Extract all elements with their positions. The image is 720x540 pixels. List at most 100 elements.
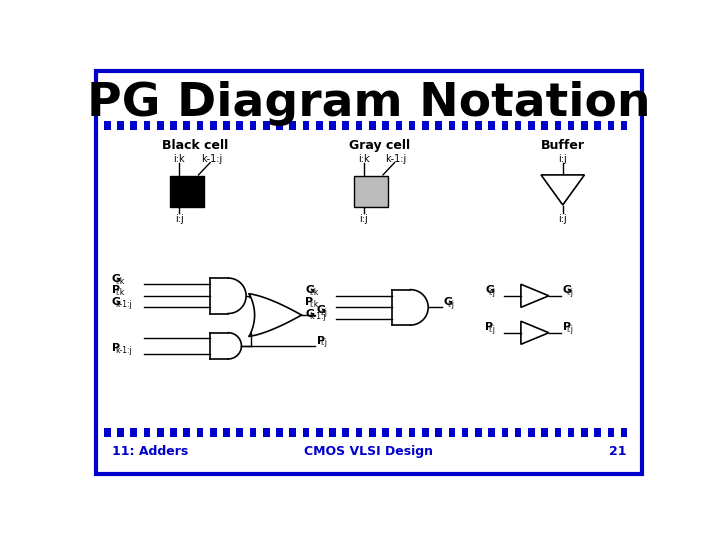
Bar xyxy=(137,121,144,130)
Bar xyxy=(343,121,349,130)
Bar xyxy=(409,428,415,437)
Bar xyxy=(117,121,124,130)
Text: i:k: i:k xyxy=(358,154,369,164)
Bar xyxy=(302,121,310,130)
Text: P: P xyxy=(317,335,325,346)
Text: i:k: i:k xyxy=(115,277,125,286)
Bar xyxy=(449,121,455,130)
Text: P: P xyxy=(485,322,493,333)
Text: k-1:j: k-1:j xyxy=(385,154,407,164)
Text: Buffer: Buffer xyxy=(541,139,585,152)
Text: i:k: i:k xyxy=(309,300,318,309)
Bar xyxy=(349,121,356,130)
Bar xyxy=(475,121,482,130)
Bar xyxy=(263,121,269,130)
Text: k-1:j: k-1:j xyxy=(115,300,132,309)
Bar xyxy=(230,121,236,130)
Bar xyxy=(362,428,369,437)
Text: PG Diagram Notation: PG Diagram Notation xyxy=(87,81,651,126)
Bar xyxy=(256,121,263,130)
Bar xyxy=(502,121,508,130)
Text: G: G xyxy=(563,286,572,295)
Text: G: G xyxy=(305,286,315,295)
Text: Black cell: Black cell xyxy=(161,139,228,152)
Text: Gray cell: Gray cell xyxy=(348,139,410,152)
Bar xyxy=(177,428,184,437)
Bar xyxy=(376,121,382,130)
Bar xyxy=(455,428,462,437)
Text: i:j: i:j xyxy=(489,288,495,298)
Text: k-1:j: k-1:j xyxy=(115,346,132,355)
Text: G: G xyxy=(112,274,121,284)
Bar xyxy=(302,428,310,437)
Bar xyxy=(541,121,548,130)
Bar xyxy=(197,428,203,437)
Polygon shape xyxy=(521,321,549,345)
Bar xyxy=(508,428,515,437)
Bar xyxy=(184,121,190,130)
Text: i:j: i:j xyxy=(566,326,573,334)
Bar xyxy=(269,428,276,437)
Bar xyxy=(389,428,395,437)
Bar xyxy=(382,121,389,130)
Text: i:j: i:j xyxy=(559,214,567,224)
Bar xyxy=(488,428,495,437)
Text: i:j: i:j xyxy=(566,288,573,298)
Bar xyxy=(627,121,634,130)
Bar xyxy=(436,121,442,130)
Bar xyxy=(469,121,475,130)
Text: 11: Adders: 11: Adders xyxy=(112,445,188,458)
Bar xyxy=(329,428,336,437)
Text: i:j: i:j xyxy=(175,214,184,224)
Bar xyxy=(203,428,210,437)
Bar xyxy=(515,121,521,130)
Bar xyxy=(362,121,369,130)
Bar xyxy=(130,428,137,437)
Bar xyxy=(289,428,296,437)
Bar xyxy=(104,428,111,437)
Text: CMOS VLSI Design: CMOS VLSI Design xyxy=(305,445,433,458)
Bar xyxy=(395,121,402,130)
Bar xyxy=(415,428,422,437)
Bar xyxy=(210,121,217,130)
Bar xyxy=(243,121,250,130)
Bar xyxy=(422,428,428,437)
Bar xyxy=(508,121,515,130)
Bar xyxy=(130,121,137,130)
Bar xyxy=(436,428,442,437)
Bar xyxy=(608,121,614,130)
Bar xyxy=(554,428,561,437)
Bar xyxy=(263,428,269,437)
Text: k-1:j: k-1:j xyxy=(201,154,222,164)
Bar xyxy=(124,428,130,437)
Bar xyxy=(482,428,488,437)
Bar xyxy=(250,121,256,130)
Text: i:k: i:k xyxy=(174,154,185,164)
Bar xyxy=(104,121,111,130)
Text: i:j: i:j xyxy=(320,308,328,316)
Bar xyxy=(111,428,117,437)
Bar xyxy=(356,428,362,437)
Bar xyxy=(601,121,608,130)
Bar xyxy=(541,428,548,437)
Bar xyxy=(230,428,236,437)
Text: 21: 21 xyxy=(609,445,626,458)
Bar xyxy=(376,428,382,437)
Bar xyxy=(269,121,276,130)
Text: i:j: i:j xyxy=(320,339,328,347)
Bar xyxy=(289,121,296,130)
Bar xyxy=(144,121,150,130)
Text: G: G xyxy=(112,297,121,307)
Bar xyxy=(415,121,422,130)
Text: i:j: i:j xyxy=(359,214,368,224)
Bar xyxy=(495,121,502,130)
Bar xyxy=(535,121,541,130)
Bar xyxy=(621,428,627,437)
Text: k-1:j: k-1:j xyxy=(309,312,325,321)
Bar xyxy=(627,428,634,437)
Bar xyxy=(217,428,223,437)
Bar xyxy=(614,428,621,437)
Bar xyxy=(449,428,455,437)
Bar xyxy=(316,428,323,437)
Bar xyxy=(502,428,508,437)
